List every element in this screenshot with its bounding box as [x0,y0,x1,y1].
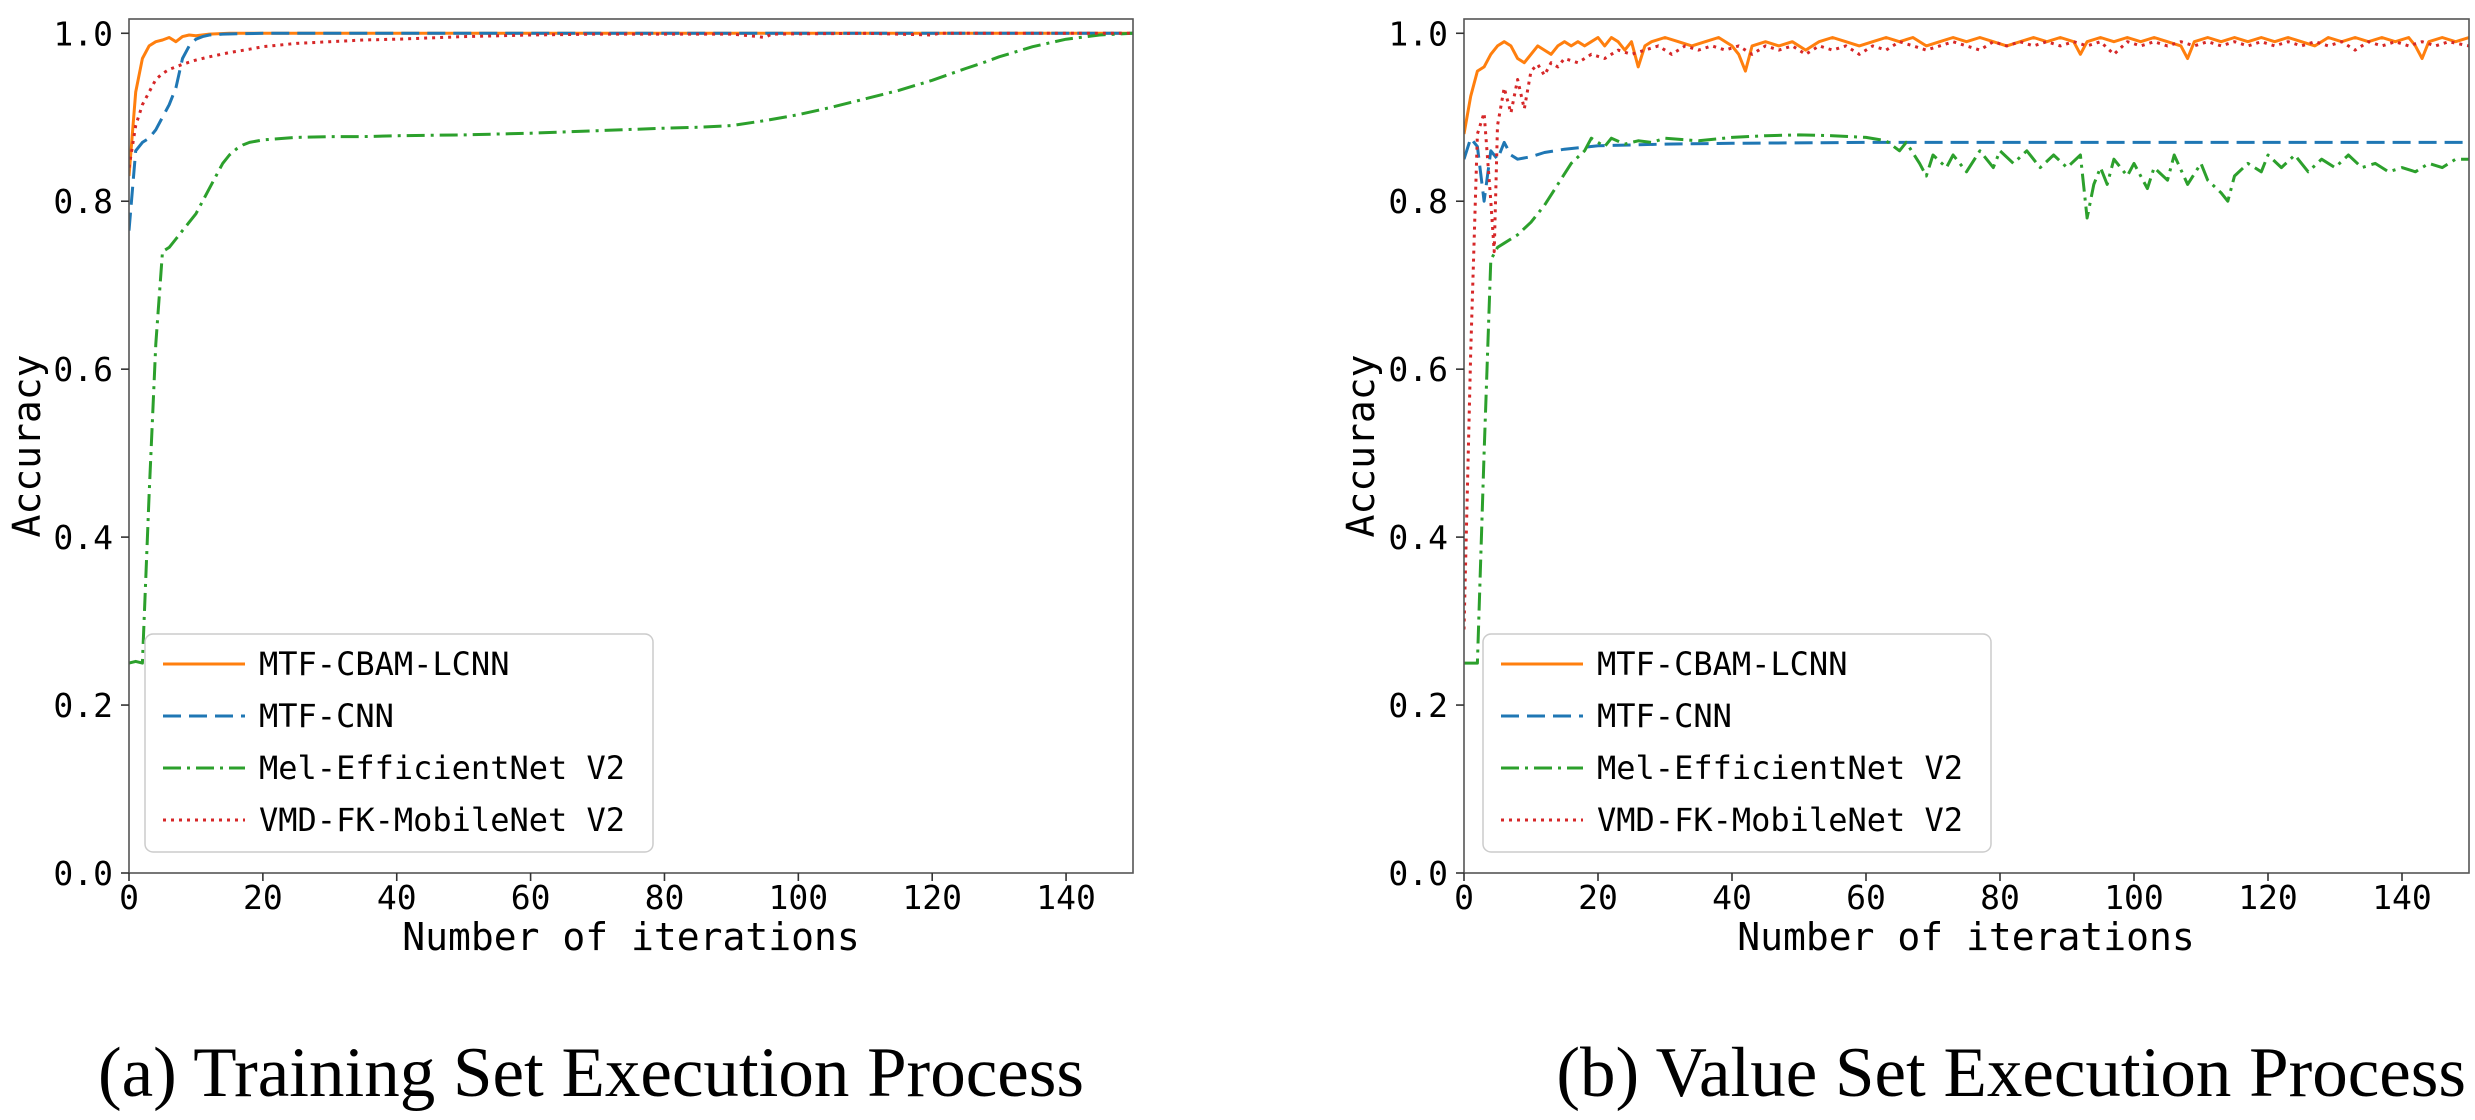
x-tick-label: 0 [119,878,139,917]
caption-b: (b) Value Set Execution Process [1556,1034,2466,1112]
plot-frame [128,18,1134,874]
y-tick-label: 0.2 [1388,686,1448,725]
caption-a: (a) Training Set Execution Process [98,1034,1084,1112]
legend-label: Mel-EfficientNet V2 [1597,749,1963,787]
x-tick-label: 80 [645,878,685,917]
legend-box [1482,633,1992,853]
panel-a-training: 0.0 0.2 0.4 0.6 0.8 1.0 0 20 40 60 80 100 120 140 MTF-… [53,14,1134,917]
legend-label: VMD-FK-MobileNet V2 [1597,801,1963,839]
plot-frame [1463,18,2470,874]
legend: MTF-CBAM-LCNN MTF-CNN Mel-EfficientNet V2 V… [144,633,654,853]
series-line-mtf-cnn [1464,136,2469,203]
y-tick-label: 0.6 [53,350,113,389]
legend-box [144,633,654,853]
x-tick-label: 20 [1578,878,1618,917]
legend-label: MTF-CBAM-LCNN [1597,645,1847,683]
legend-label: MTF-CBAM-LCNN [259,645,509,683]
x-tick-label: 60 [511,878,551,917]
x-tick-label: 40 [377,878,417,917]
legend: MTF-CBAM-LCNN MTF-CNN Mel-EfficientNet V2 V… [1482,633,1992,853]
y-tick-label: 0.0 [53,854,113,893]
legend-label: VMD-FK-MobileNet V2 [259,801,625,839]
legend-label: Mel-EfficientNet V2 [259,749,625,787]
plot-area [1464,36,2469,665]
series-line-mtf-cnn [129,31,1133,231]
series-line-vmd-fk-mobilenet-v2 [129,31,1133,168]
y-axis-label: Accuracy [1339,354,1383,537]
x-tick-label: 80 [1980,878,2020,917]
y-tick-label: 1.0 [53,14,113,53]
y-tick-label: 0.8 [1388,182,1448,221]
series-line-mtf-cbam-lcnn [1464,36,2469,135]
y-tick-label: 0.2 [53,686,113,725]
x-tick-label: 100 [769,878,829,917]
x-axis-label: Number of iterations [402,915,860,959]
panel-b-value: 0.0 0.2 0.4 0.6 0.8 1.0 0 20 40 60 80 100 120 140 MTF-… [1388,14,2470,917]
x-tick-label: 20 [243,878,283,917]
series-line-mel-efficientnet-v2 [1464,133,2469,665]
y-tick-label: 0.4 [53,518,113,557]
y-axis-label: Accuracy [5,354,49,537]
plot-area [129,31,1133,665]
y-tick-label: 0.0 [1388,854,1448,893]
x-tick-label: 40 [1712,878,1752,917]
x-tick-label: 100 [2104,878,2164,917]
x-tick-label: 140 [1036,878,1096,917]
x-tick-label: 140 [2372,878,2432,917]
legend-label: MTF-CNN [1597,697,1732,735]
x-axis-label: Number of iterations [1737,915,2195,959]
y-tick-label: 0.8 [53,182,113,221]
series-line-mel-efficientnet-v2 [129,31,1133,665]
x-tick-label: 120 [2238,878,2298,917]
x-tick-label: 120 [902,878,962,917]
y-tick-label: 0.6 [1388,350,1448,389]
series-line-vmd-fk-mobilenet-v2 [1464,40,2469,630]
y-tick-label: 1.0 [1388,14,1448,53]
x-tick-label: 60 [1846,878,1886,917]
x-tick-label: 0 [1454,878,1474,917]
y-tick-label: 0.4 [1388,518,1448,557]
legend-label: MTF-CNN [259,697,394,735]
